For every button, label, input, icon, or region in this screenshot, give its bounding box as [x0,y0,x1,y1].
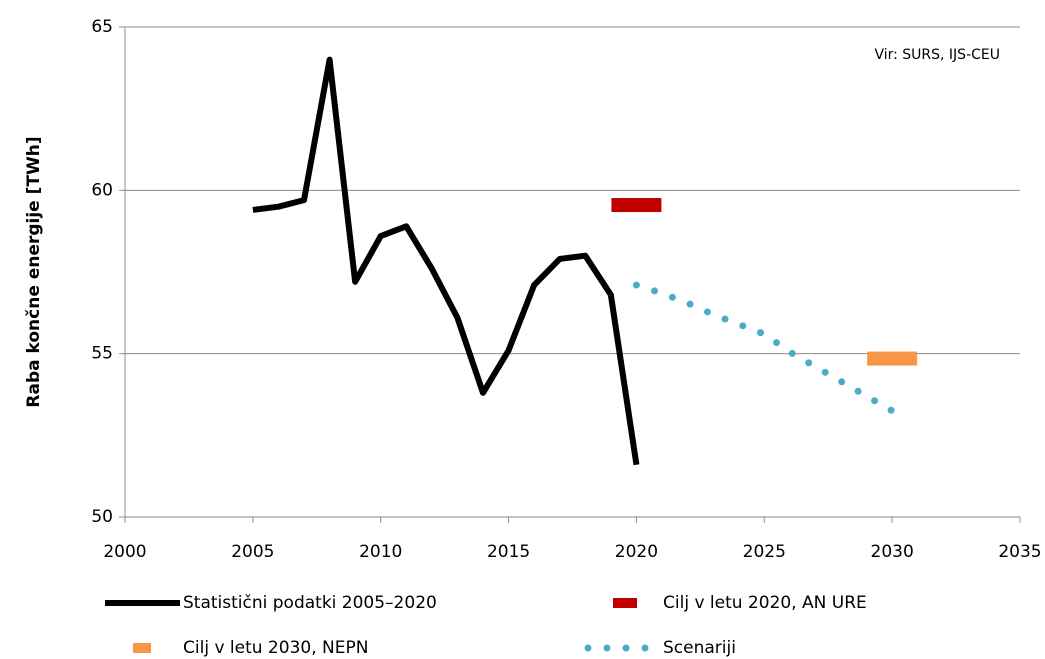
target-marker [611,198,662,213]
source-note: Vir: SURS, IJS-CEU [874,47,1000,63]
legend-label: Statistični podatki 2005–2020 [183,593,437,613]
legend-swatch [613,598,637,608]
target-marker [867,351,918,366]
x-tick-label: 2000 [103,542,146,562]
x-tick-label: 2035 [998,542,1041,562]
x-tick-label: 2010 [359,542,402,562]
x-tick-label: 2020 [615,542,658,562]
legend-label: Cilj v letu 2020, AN URE [663,593,867,613]
legend-label: Scenariji [663,638,736,658]
x-tick-label: 2030 [871,542,914,562]
legend-label: Cilj v letu 2030, NEPN [183,638,368,658]
x-tick-label: 2025 [743,542,786,562]
data-line [252,56,640,466]
x-tick-label: 2015 [487,542,530,562]
y-tick-label: 60 [91,180,113,200]
y-tick-label: 55 [91,344,113,364]
scenario-line [632,281,896,415]
y-tick-label: 50 [91,507,113,527]
y-axis-label: Raba končne energije [TWh] [24,136,44,407]
legend-swatch [133,643,151,653]
y-tick-label: 65 [91,17,113,37]
x-tick-label: 2005 [231,542,274,562]
